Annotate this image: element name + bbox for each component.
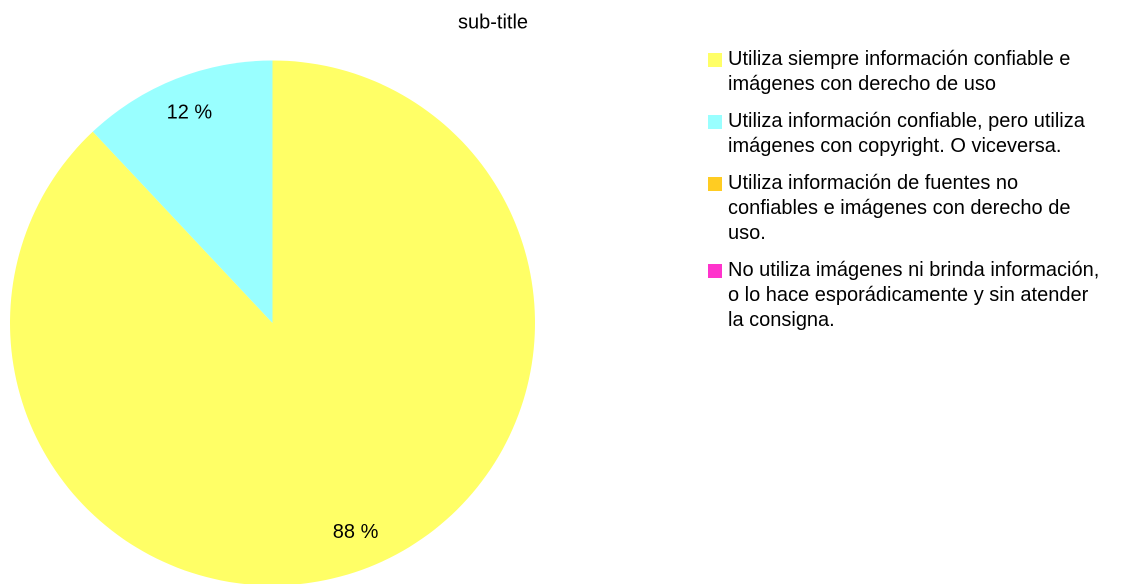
data-label: 88 % <box>333 521 379 543</box>
legend-label: No utiliza imágenes ni brinda informació… <box>728 259 1100 331</box>
legend-label: Utiliza información de fuentes no confia… <box>728 172 1071 244</box>
legend-entry: No utiliza imágenes ni brinda informació… <box>708 258 1108 333</box>
chart-title: sub-title <box>458 11 528 33</box>
pie-slice <box>10 60 535 584</box>
legend-swatch <box>708 264 722 278</box>
legend: Utiliza siempre información confiable e … <box>708 47 1108 345</box>
legend-swatch <box>708 115 722 129</box>
legend-swatch <box>708 177 722 191</box>
legend-label: Utiliza siempre información confiable e … <box>728 48 1071 95</box>
pie-slice <box>92 60 273 323</box>
legend-entry: Utiliza información de fuentes no confia… <box>708 171 1108 246</box>
legend-entry: Utiliza siempre información confiable e … <box>708 47 1108 97</box>
legend-label: Utiliza información confiable, pero util… <box>728 110 1085 157</box>
legend-entry: Utiliza información confiable, pero util… <box>708 109 1108 159</box>
data-label: 12 % <box>167 101 213 123</box>
legend-swatch <box>708 53 722 67</box>
